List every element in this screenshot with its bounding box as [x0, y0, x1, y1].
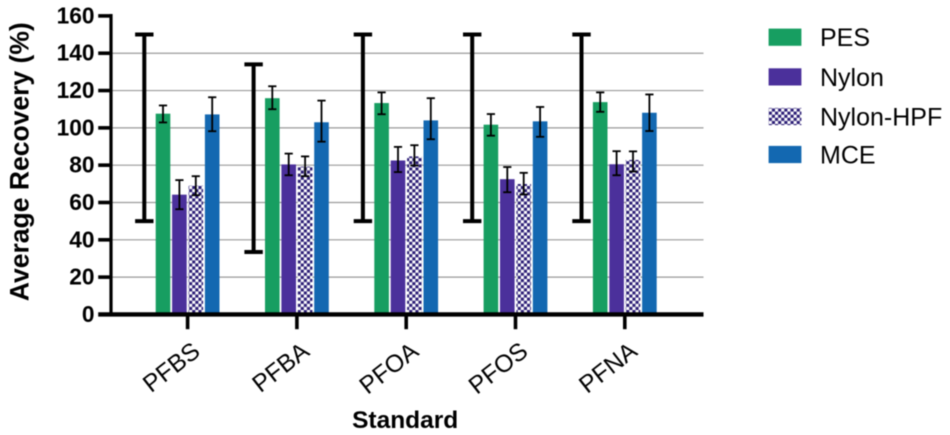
- svg-text:Nylon-HPF: Nylon-HPF: [820, 104, 942, 132]
- svg-text:PFOA: PFOA: [355, 337, 425, 400]
- svg-text:Nylon: Nylon: [820, 64, 884, 92]
- svg-text:140: 140: [57, 40, 95, 66]
- svg-text:PFBA: PFBA: [248, 337, 316, 398]
- svg-text:PFNA: PFNA: [574, 337, 643, 399]
- svg-text:80: 80: [69, 152, 94, 178]
- svg-text:0: 0: [82, 301, 95, 327]
- svg-text:PFBS: PFBS: [138, 337, 205, 398]
- svg-text:20: 20: [69, 264, 94, 290]
- svg-text:160: 160: [57, 2, 95, 28]
- svg-text:100: 100: [57, 114, 95, 140]
- svg-text:120: 120: [57, 77, 95, 103]
- svg-text:Average Recovery (%): Average Recovery (%): [5, 22, 35, 301]
- svg-text:PFOS: PFOS: [464, 337, 533, 399]
- svg-text:40: 40: [69, 226, 94, 252]
- svg-text:PES: PES: [820, 24, 870, 52]
- svg-text:MCE: MCE: [820, 142, 876, 170]
- svg-text:Standard: Standard: [352, 407, 458, 434]
- svg-text:60: 60: [69, 189, 94, 215]
